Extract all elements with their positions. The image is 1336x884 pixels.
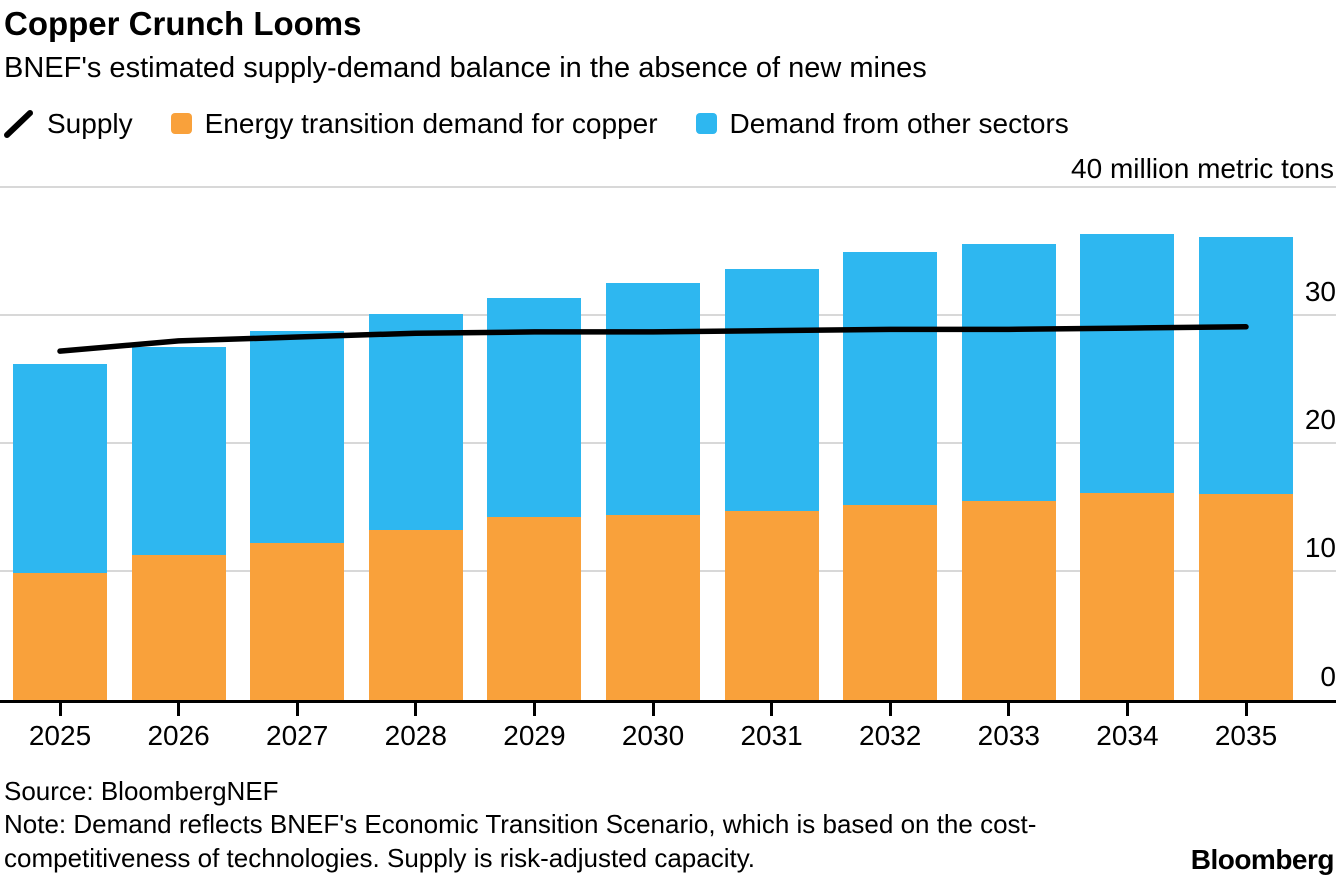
x-tick-2026 — [177, 702, 181, 716]
bar-2025-energy-transition — [13, 572, 107, 700]
x-tick-label-2025: 2025 — [28, 719, 92, 751]
chart-subtitle: BNEF's estimated supply-demand balance i… — [4, 52, 927, 85]
bar-2033-energy-transition — [961, 500, 1056, 700]
x-tick-label-2032: 2032 — [859, 719, 922, 751]
x-tick-label-2030: 2030 — [621, 719, 685, 751]
bar-2032-energy-transition — [843, 504, 938, 700]
chart-card: Copper Crunch Looms BNEF's estimated sup… — [0, 5, 1336, 759]
y-tick-label-30: 30 — [1304, 275, 1336, 307]
x-tick-2034 — [1125, 702, 1129, 716]
x-tick-label-2026: 2026 — [147, 719, 210, 751]
gridline-40 — [0, 185, 1336, 188]
bar-2027-energy-transition — [250, 543, 345, 700]
bar-2026-energy-transition — [131, 554, 226, 700]
bar-2028-energy-transition — [368, 530, 463, 700]
x-tick-label-2035: 2035 — [1214, 719, 1278, 751]
bar-2029-other-sectors — [487, 298, 582, 518]
y-tick-label-0: 0 — [1320, 660, 1336, 692]
x-axis: 2025 2026 2027 2028 2029 2030 2031 2032 2033 2034… — [0, 702, 1336, 759]
bar-2028-other-sectors — [368, 313, 463, 531]
x-tick-2031 — [770, 702, 774, 716]
x-tick-2029 — [532, 702, 536, 716]
page-title: Copper Crunch Looms — [4, 5, 362, 42]
bar-2035-energy-transition — [1199, 494, 1293, 700]
legend-label-energy-transition: Energy transition demand for copper — [204, 107, 658, 139]
methodology-note-line1: Note: Demand reflects BNEF's Economic Tr… — [4, 809, 1037, 840]
bar-2033-other-sectors — [961, 244, 1056, 501]
supply-line-icon — [4, 109, 34, 139]
y-axis-unit-label: 40 million metric tons — [1071, 152, 1334, 184]
x-tick-2030 — [651, 702, 655, 716]
methodology-note-line2: competitiveness of technologies. Supply … — [4, 843, 756, 874]
x-tick-2027 — [295, 702, 299, 716]
x-tick-label-2027: 2027 — [266, 719, 329, 751]
x-tick-label-2028: 2028 — [384, 719, 447, 751]
bloomberg-logo: Bloomberg — [1190, 844, 1335, 875]
other-sectors-swatch-icon — [695, 113, 717, 135]
y-tick-label-20: 20 — [1304, 404, 1336, 436]
bar-2034-energy-transition — [1080, 493, 1175, 700]
x-tick-label-2034: 2034 — [1096, 719, 1159, 751]
source-note: Source: BloombergNEF — [4, 775, 279, 806]
energy-transition-swatch-icon — [170, 113, 192, 135]
x-tick-2032 — [888, 702, 892, 716]
bar-2030-energy-transition — [606, 514, 700, 700]
x-tick-2035 — [1244, 702, 1248, 716]
legend: Supply Energy transition demand for copp… — [0, 107, 1336, 140]
footer: Source: BloombergNEF Note: Demand reflec… — [0, 775, 1336, 884]
plot-area: 0 10 20 30 — [0, 185, 1336, 703]
bar-2034-other-sectors — [1080, 234, 1175, 494]
bar-2025-other-sectors — [13, 363, 107, 573]
bar-2029-energy-transition — [487, 517, 582, 700]
legend-item-energy-transition: Energy transition demand for copper — [170, 107, 658, 140]
legend-item-other-sectors: Demand from other sectors — [695, 107, 1069, 140]
legend-label-other-sectors: Demand from other sectors — [729, 107, 1069, 139]
bar-2027-other-sectors — [250, 331, 345, 544]
legend-label-supply: Supply — [47, 107, 133, 139]
x-tick-label-2029: 2029 — [503, 719, 566, 751]
x-tick-2028 — [414, 702, 418, 716]
y-tick-label-10: 10 — [1304, 532, 1336, 564]
bar-2031-energy-transition — [724, 511, 819, 700]
bar-2031-other-sectors — [724, 268, 819, 512]
x-tick-label-2033: 2033 — [977, 719, 1040, 751]
legend-item-supply: Supply — [4, 108, 133, 140]
bar-2032-other-sectors — [843, 251, 938, 505]
bar-2026-other-sectors — [131, 346, 226, 555]
bar-2035-other-sectors — [1199, 236, 1293, 495]
x-tick-2033 — [1007, 702, 1011, 716]
x-tick-2025 — [58, 702, 62, 716]
bar-2030-other-sectors — [606, 282, 700, 515]
x-tick-label-2031: 2031 — [740, 719, 803, 751]
